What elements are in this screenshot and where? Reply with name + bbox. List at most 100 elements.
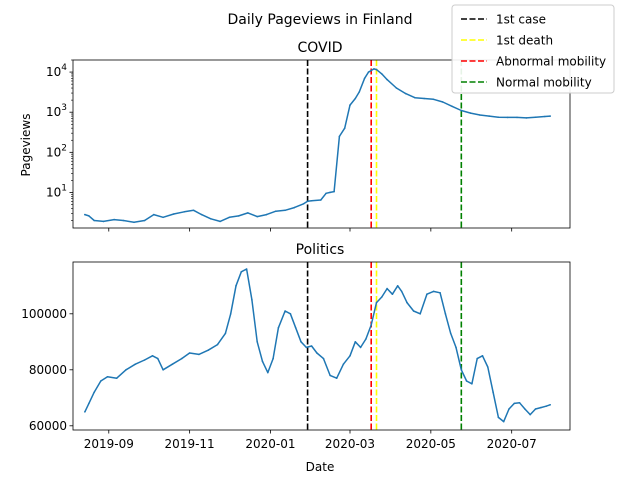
covid-panel-title: COVID xyxy=(297,40,342,56)
covid-data-point xyxy=(479,114,481,116)
covid-data-point xyxy=(265,213,268,216)
covid-data-point xyxy=(237,215,240,217)
covid-data-point xyxy=(172,213,175,215)
politics-data-point xyxy=(224,332,227,335)
covid-data-point xyxy=(200,213,203,216)
politics-data-point xyxy=(235,285,237,287)
covid-data-point xyxy=(284,209,286,212)
politics-data-point xyxy=(84,411,86,413)
covid-data-point xyxy=(93,219,95,222)
covid-data-point xyxy=(349,104,351,106)
politics-data-point xyxy=(115,377,118,380)
politics-data-point xyxy=(455,346,457,349)
politics-data-point xyxy=(310,345,313,347)
legend-label: Normal mobility xyxy=(496,76,592,90)
politics-data-point xyxy=(198,353,200,356)
covid-data-point xyxy=(333,190,335,193)
politics-data-point xyxy=(375,301,378,304)
covid-data-point xyxy=(329,191,331,194)
politics-data-point xyxy=(386,287,388,290)
covid-data-point xyxy=(381,73,383,75)
politics-data-point xyxy=(518,402,521,404)
covid-data-point xyxy=(338,135,341,138)
politics-data-point xyxy=(487,366,489,368)
politics-data-point xyxy=(381,296,383,298)
politics-data-point xyxy=(449,332,452,335)
politics-data-point xyxy=(426,293,428,296)
covid-data-point xyxy=(219,220,221,223)
politics-y-tick-label: 60000 xyxy=(29,419,67,433)
covid-data-point xyxy=(310,200,313,202)
politics-data-point xyxy=(481,355,484,357)
covid-data-point xyxy=(183,211,186,213)
covid-data-point xyxy=(549,115,551,117)
covid-data-point xyxy=(275,210,277,212)
covid-data-point xyxy=(162,216,164,219)
legend-box xyxy=(451,4,615,94)
covid-data-point xyxy=(395,87,398,89)
covid-data-point xyxy=(469,112,472,114)
x-tick-label: 2020-05 xyxy=(406,437,456,451)
covid-data-point xyxy=(192,209,195,212)
politics-data-point xyxy=(534,408,537,410)
politics-data-point xyxy=(229,313,232,315)
legend-label: 1st death xyxy=(496,34,553,48)
covid-data-point xyxy=(404,92,407,95)
politics-data-point xyxy=(513,402,516,405)
covid-data-point xyxy=(256,215,259,218)
covid-data-point xyxy=(432,98,435,101)
covid-data-point xyxy=(497,116,500,118)
covid-data-point xyxy=(153,213,155,216)
covid-data-point xyxy=(306,200,309,203)
covid-data-point xyxy=(488,115,491,117)
politics-data-point xyxy=(322,357,325,360)
politics-data-point xyxy=(289,313,292,315)
x-tick-label: 2019-09 xyxy=(84,437,134,451)
politics-panel: Politics 60000 80000 100000 2019-09 2019-11… xyxy=(21,242,571,451)
politics-x-ticks: 2019-09 2019-11 2020-01 2020-03 2020-05 2020-… xyxy=(84,430,537,451)
politics-data-point xyxy=(508,408,510,410)
politics-data-point xyxy=(549,404,551,406)
politics-data-point xyxy=(406,301,408,304)
politics-data-point xyxy=(300,341,302,343)
legend-entries: 1st case 1st death Abnormal mobility Normal… xyxy=(461,13,606,90)
x-tick-label: 2020-01 xyxy=(245,437,295,451)
politics-data-point xyxy=(540,406,542,409)
covid-data-point xyxy=(320,199,322,201)
covid-series xyxy=(84,68,551,224)
covid-data-point xyxy=(343,127,346,129)
covid-data-point xyxy=(88,215,90,217)
politics-data-point xyxy=(240,271,243,273)
politics-data-point xyxy=(524,408,526,410)
covid-data-point xyxy=(293,206,296,209)
x-tick-label: 2020-03 xyxy=(325,437,375,451)
politics-data-point xyxy=(284,310,286,312)
figure-suptitle: Daily Pageviews in Finland xyxy=(228,12,413,28)
covid-y-tick-label: 102 xyxy=(46,143,67,159)
covid-data-point xyxy=(451,105,453,108)
covid-data-point xyxy=(228,216,231,219)
covid-data-point xyxy=(102,220,105,223)
politics-series xyxy=(84,268,551,423)
covid-data-point xyxy=(84,213,86,216)
covid-data-point xyxy=(460,109,463,112)
politics-data-point xyxy=(294,327,297,329)
politics-data-point xyxy=(439,292,441,294)
politics-data-point xyxy=(125,369,127,371)
politics-data-point xyxy=(188,352,191,354)
covid-data-point xyxy=(373,68,375,70)
politics-data-point xyxy=(460,369,463,371)
politics-data-point xyxy=(444,313,447,315)
politics-data-point xyxy=(267,371,269,374)
covid-data-point xyxy=(423,97,426,100)
politics-y-ticks: 60000 80000 100000 xyxy=(21,307,73,433)
politics-data-point xyxy=(365,338,367,340)
politics-data-point xyxy=(529,413,531,416)
politics-axes-frame xyxy=(72,261,571,431)
covid-data-point xyxy=(516,116,518,119)
politics-data-point xyxy=(370,324,373,326)
politics-data-point xyxy=(432,290,435,293)
covid-data-point xyxy=(534,116,537,118)
covid-axes-frame xyxy=(72,59,571,229)
